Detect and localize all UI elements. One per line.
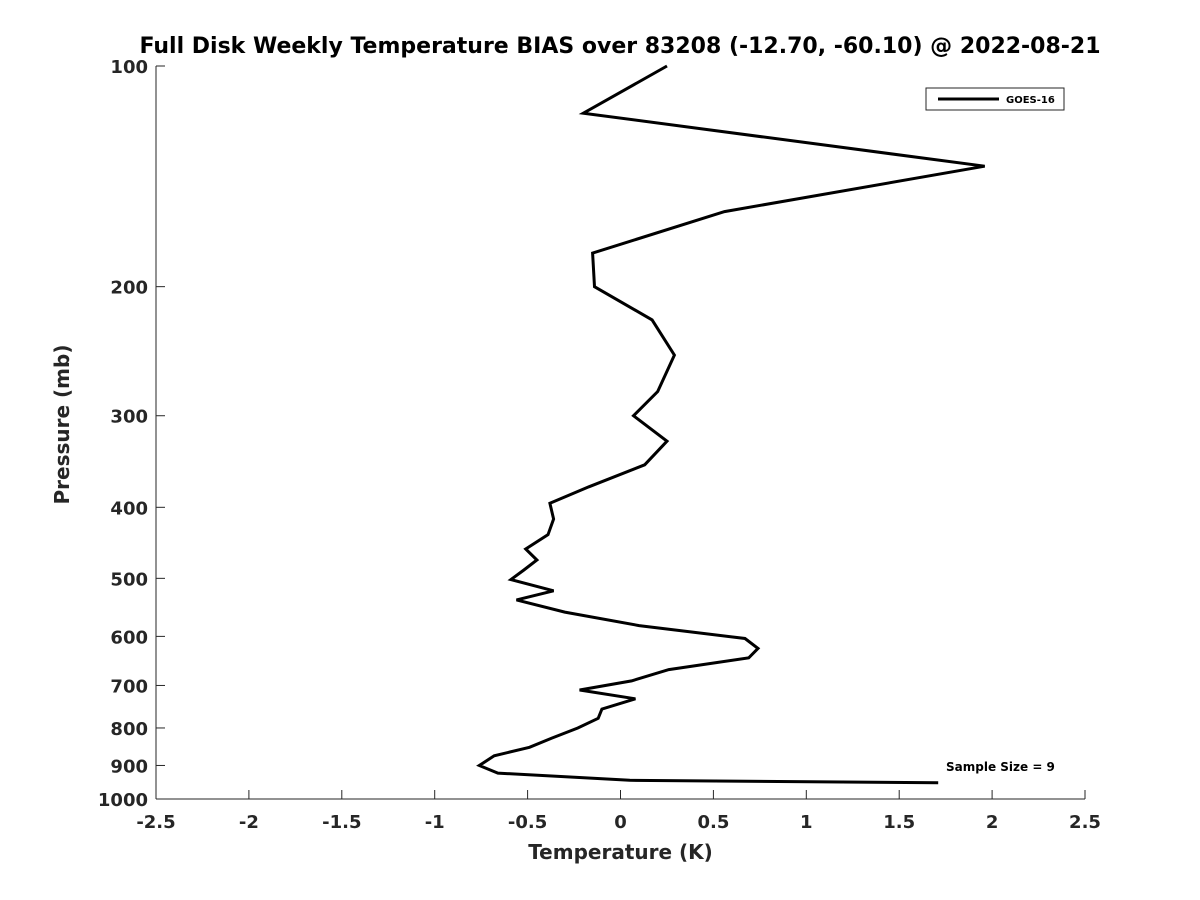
y-tick-label: 600	[110, 627, 148, 648]
x-axis-label: Temperature (K)	[528, 840, 713, 864]
series-line	[476, 64, 985, 785]
x-tick-label: 1.5	[883, 812, 915, 833]
x-tick-label: -2	[239, 812, 259, 833]
x-tick-label: 2.5	[1069, 812, 1101, 833]
legend: GOES-16	[925, 87, 1065, 111]
x-tick-label: -2.5	[136, 812, 175, 833]
legend-label: GOES-16	[1006, 95, 1055, 106]
y-tick-label: 1000	[98, 790, 148, 811]
x-tick-label: 0.5	[697, 812, 729, 833]
y-tick-label: 300	[110, 407, 148, 428]
y-tick-label: 400	[110, 498, 148, 519]
axes: -2.5 -2 -1.5 -1 -0.5 0 0.5 1 1.5 2 2.5 100 200 300 40…	[98, 57, 1101, 833]
x-tick-label: -1	[425, 812, 445, 833]
y-tick-label: 200	[110, 278, 148, 299]
y-tick-label: 500	[110, 569, 148, 590]
plot-series	[476, 64, 985, 785]
y-tick-label: 700	[110, 676, 148, 697]
y-ticks: 100 200 300 400 500 600 700 800 900 1000	[98, 57, 165, 811]
x-tick-label: 1	[800, 812, 813, 833]
y-tick-label: 900	[110, 756, 148, 777]
x-tick-label: 0	[614, 812, 627, 833]
chart-title: Full Disk Weekly Temperature BIAS over 8…	[139, 34, 1100, 59]
x-tick-label: -1.5	[322, 812, 361, 833]
x-tick-label: 2	[986, 812, 999, 833]
y-tick-label: 800	[110, 719, 148, 740]
x-tick-label: -0.5	[508, 812, 547, 833]
y-tick-label: 100	[110, 57, 148, 78]
sample-size-annotation: Sample Size = 9	[946, 760, 1055, 774]
x-ticks: -2.5 -2 -1.5 -1 -0.5 0 0.5 1 1.5 2 2.5	[136, 790, 1101, 833]
y-axis-label: Pressure (mb)	[50, 345, 74, 505]
